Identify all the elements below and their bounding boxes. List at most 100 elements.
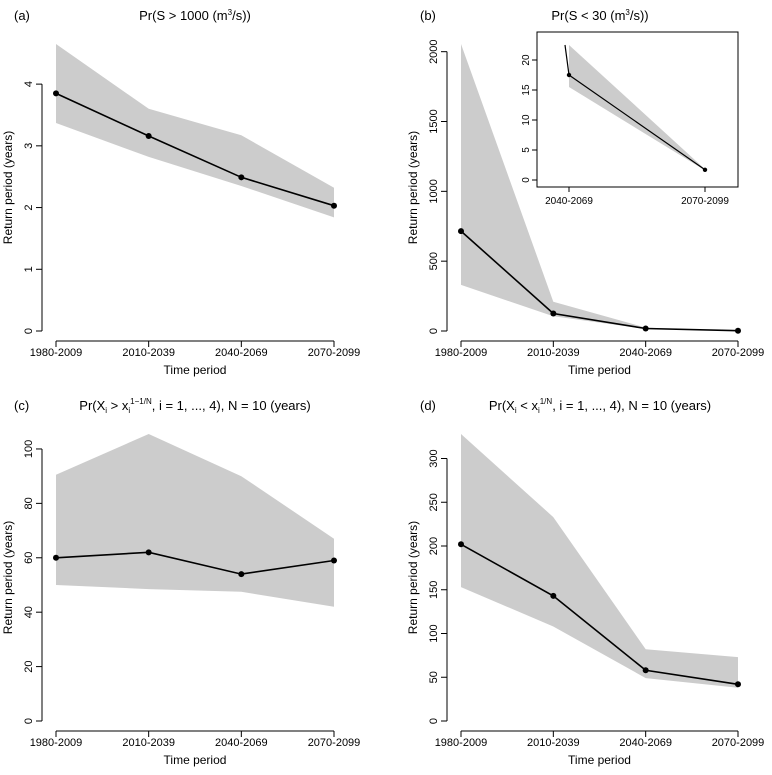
panel-tag: (a) <box>14 8 30 23</box>
inset-point <box>566 72 572 78</box>
y-tick-label: 100 <box>428 624 440 642</box>
panel-title: Pr(Xi < xi1/N, i = 1, ..., 4), N = 10 (y… <box>489 397 711 415</box>
inset-y-tick-label: 5 <box>521 147 532 153</box>
uncertainty-band <box>461 44 738 331</box>
title-subscript: i <box>105 406 107 415</box>
y-tick-label: 1000 <box>428 179 440 203</box>
panel-tag: (c) <box>14 398 29 413</box>
title-part: , i = 1, ..., 4), N = 10 (years) <box>152 398 311 413</box>
data-point <box>735 681 741 688</box>
y-axis-title: Return period (years) <box>406 521 420 634</box>
x-tick-label: 1980-2009 <box>30 737 83 749</box>
data-point <box>331 202 337 209</box>
y-tick-label: 500 <box>428 252 440 270</box>
y-axis-title: Return period (years) <box>406 131 420 244</box>
x-axis-title: Time period <box>164 363 227 377</box>
median-line <box>55 551 335 575</box>
title-part: Pr(X <box>489 398 515 413</box>
x-tick-label: 2010-2039 <box>122 737 175 749</box>
x-axis-title: Time period <box>568 753 631 767</box>
panel-title: Pr(S > 1000 (m3/s)) <box>139 8 251 23</box>
data-point <box>53 90 59 97</box>
title-superscript: 1−1/N <box>130 397 152 406</box>
x-tick-label: 2010-2039 <box>527 347 580 359</box>
x-axis-title: Time period <box>568 363 631 377</box>
panel-title: Pr(S < 30 (m3/s)) <box>551 8 648 23</box>
x-axis-title: Time period <box>164 753 227 767</box>
inset-y-tick-label: 0 <box>521 177 532 183</box>
panel-tag: (b) <box>420 8 436 23</box>
uncertainty-band <box>461 434 738 688</box>
x-tick-label: 2010-2039 <box>527 737 580 749</box>
y-tick-label: 50 <box>428 671 440 683</box>
title-part: Pr(S < 30 (m <box>551 8 625 23</box>
title-part: > x <box>107 398 129 413</box>
x-tick-label: 2040-2069 <box>619 347 672 359</box>
y-tick-label: 300 <box>428 449 440 467</box>
data-point <box>458 228 464 235</box>
median-line <box>55 92 335 207</box>
title-part: Pr(X <box>79 398 105 413</box>
y-tick-label: 0 <box>428 328 440 334</box>
x-tick-label: 1980-2009 <box>435 737 488 749</box>
uncertainty-band <box>56 44 334 218</box>
title-part: , i = 1, ..., 4), N = 10 (years) <box>552 398 711 413</box>
inset-x-tick-label: 2070-2099 <box>681 196 729 207</box>
data-point <box>145 549 152 556</box>
panel-a: 0 1 2 3 4 1980-2009 2010-2039 2040-2069 2070-209… <box>1 8 360 377</box>
x-tick-label: 2070-2099 <box>308 737 361 749</box>
y-axis-title: Return period (years) <box>1 521 15 634</box>
y-tick-label: 200 <box>428 537 440 555</box>
y-tick-label: 0 <box>23 718 35 724</box>
title-superscript: 3 <box>625 8 630 17</box>
y-tick-label: 150 <box>428 581 440 599</box>
x-tick-label: 1980-2009 <box>435 347 488 359</box>
y-tick-label: 0 <box>23 328 35 334</box>
x-tick-label: 2040-2069 <box>215 737 268 749</box>
y-axis-title: Return period (years) <box>1 131 15 244</box>
title-superscript: 3 <box>228 8 233 17</box>
data-point <box>642 667 649 674</box>
data-point <box>642 325 649 332</box>
x-tick-label: 2010-2039 <box>122 347 175 359</box>
y-tick-label: 80 <box>23 497 35 509</box>
x-tick-label: 2040-2069 <box>619 737 672 749</box>
data-point <box>550 592 557 599</box>
panel-title: Pr(Xi > xi1−1/N, i = 1, ..., 4), N = 10 … <box>79 397 310 415</box>
inset-plot: 0 5 10 15 20 2040-2069 2070-2099 <box>521 31 739 207</box>
y-tick-label: 2000 <box>428 39 440 63</box>
data-point <box>145 132 152 139</box>
panel-tag: (d) <box>420 398 436 413</box>
data-point <box>53 554 59 561</box>
y-tick-label: 60 <box>23 552 35 564</box>
x-tick-label: 2070-2099 <box>712 737 765 749</box>
title-subscript: i <box>128 406 130 415</box>
title-subscript: i <box>538 406 540 415</box>
x-tick-label: 2070-2099 <box>308 347 361 359</box>
y-tick-label: 1 <box>23 266 35 272</box>
y-tick-label: 40 <box>23 606 35 618</box>
inset-y-tick-label: 10 <box>521 114 532 126</box>
inset-band <box>569 45 705 171</box>
x-tick-label: 1980-2009 <box>30 347 83 359</box>
data-point <box>238 571 245 578</box>
uncertainty-band <box>56 434 334 607</box>
data-point <box>735 327 741 334</box>
y-tick-label: 4 <box>23 81 35 87</box>
data-point <box>550 310 557 317</box>
title-part: /s)) <box>630 8 649 23</box>
x-tick-label: 2070-2099 <box>712 347 765 359</box>
y-tick-label: 0 <box>428 718 440 724</box>
inset-y-tick-label: 20 <box>521 54 532 66</box>
inset-point <box>702 167 708 172</box>
title-part: /s)) <box>232 8 251 23</box>
x-tick-label: 2040-2069 <box>215 347 268 359</box>
panel-b: 0 500 1000 1500 2000 1980-2009 2010-2039 2040-2… <box>406 8 764 377</box>
title-part: Pr(S > 1000 (m <box>139 8 228 23</box>
median-line <box>460 543 739 686</box>
y-tick-label: 250 <box>428 493 440 511</box>
data-point <box>238 174 245 181</box>
median-line <box>460 230 739 332</box>
data-point <box>458 541 464 548</box>
